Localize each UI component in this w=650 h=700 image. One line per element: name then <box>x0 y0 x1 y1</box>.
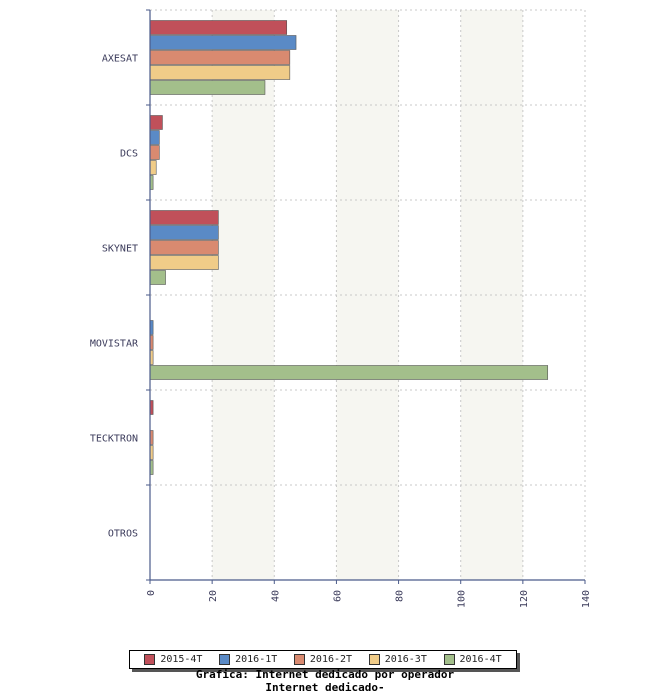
legend-label: 2015-4T <box>160 654 203 665</box>
bar <box>149 365 549 380</box>
bar <box>149 255 219 270</box>
bar <box>149 20 288 35</box>
x-tick-label: 60 <box>332 590 343 602</box>
legend-swatch <box>368 654 380 665</box>
legend-label: 2016-3T <box>384 654 427 665</box>
x-tick-label: 20 <box>208 590 219 602</box>
legend-item: 2016-1T <box>219 654 277 665</box>
chart-title: Grafica: Internet dedicado por operador <box>195 668 455 681</box>
legend-label: 2016-4T <box>459 654 502 665</box>
legend: 2015-4T 2016-1T 2016-2T 2016-3T 2016-4T <box>129 650 517 669</box>
legend-label: 2016-2T <box>309 654 353 665</box>
legend-swatch <box>443 654 455 665</box>
legend-swatch <box>219 654 231 665</box>
bar <box>149 35 297 50</box>
legend-item: 2016-3T <box>368 654 427 665</box>
y-tick-label: DCS <box>120 149 138 160</box>
bar <box>149 80 266 95</box>
y-tick-label: AXESAT <box>102 54 138 65</box>
legend-label: 2016-1T <box>235 654 278 665</box>
legend-item: 2016-2T <box>293 654 353 665</box>
chart-subtitle: Internet dedicado- <box>265 681 385 694</box>
legend-item: 2015-4T <box>144 654 202 665</box>
bar-chart: AXESAT DCS SKYNET MOVISTAR TECKTRON OTROS 0 20 4… <box>90 9 592 608</box>
bar <box>149 50 291 65</box>
bar <box>149 65 291 80</box>
bar <box>149 130 160 145</box>
legend-swatch <box>293 654 305 665</box>
x-tick-label: 100 <box>457 590 468 608</box>
bar <box>149 160 157 175</box>
bar <box>149 240 219 255</box>
legend-item: 2016-4T <box>443 654 502 665</box>
x-tick-label: 40 <box>270 590 281 602</box>
x-tick-label: 80 <box>395 590 406 602</box>
plot-band <box>212 10 275 580</box>
x-tick-label: 0 <box>146 590 157 596</box>
y-tick-label: OTROS <box>108 529 138 540</box>
bar <box>149 225 219 240</box>
bar <box>149 270 166 285</box>
x-tick-label: 120 <box>519 590 530 608</box>
y-tick-label: TECKTRON <box>90 434 138 445</box>
bar <box>149 145 160 160</box>
legend-swatch <box>144 654 156 665</box>
y-tick-label: MOVISTAR <box>90 339 139 350</box>
bar <box>149 115 163 130</box>
bar <box>149 210 219 225</box>
y-tick-label: SKYNET <box>102 244 138 255</box>
x-tick-label: 140 <box>581 590 592 608</box>
